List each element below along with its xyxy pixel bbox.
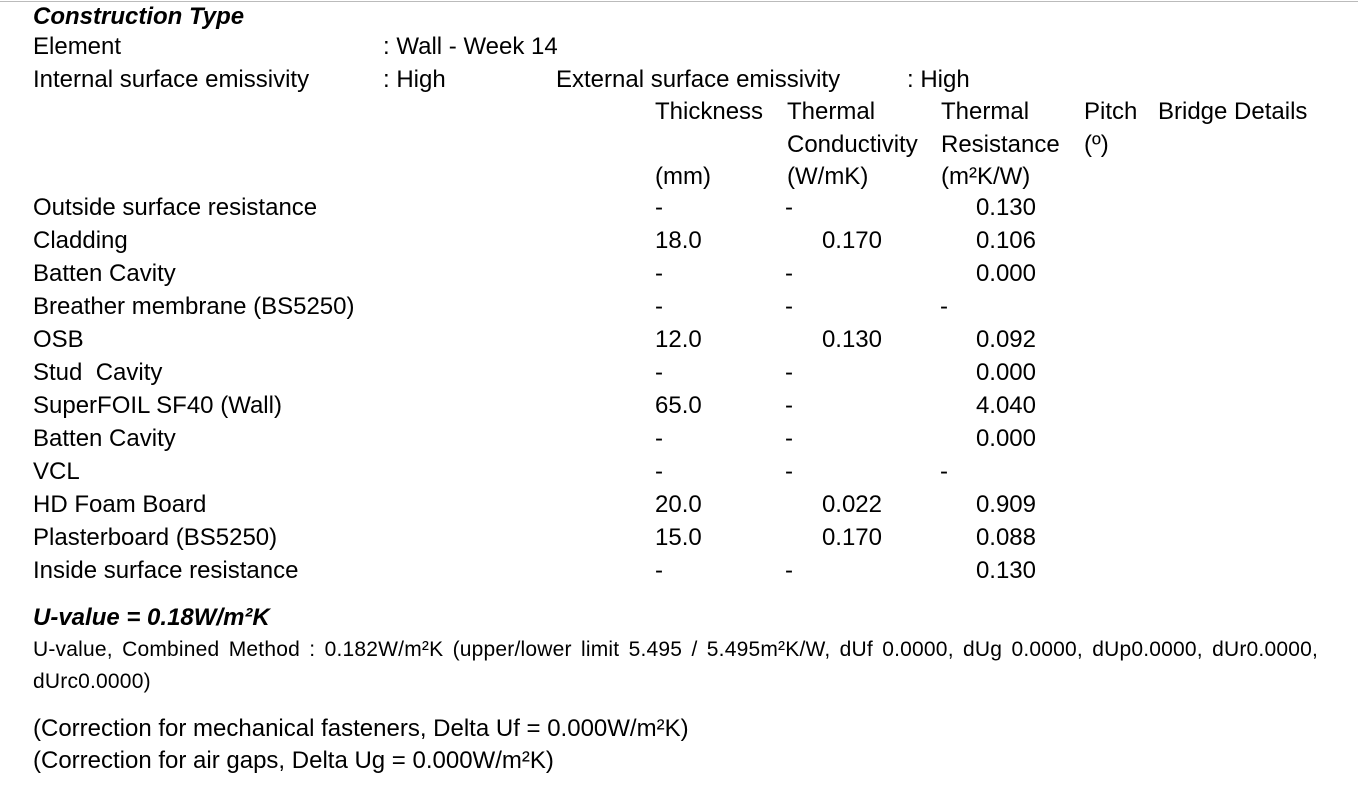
- cell: -: [655, 260, 663, 287]
- cell: 0.088: [975, 524, 1036, 551]
- column-header: Bridge Details: [1158, 98, 1308, 125]
- internal-emissivity-label: Internal surface emissivity: [33, 66, 310, 93]
- column-header: Resistance: [941, 130, 1060, 158]
- cell: -: [785, 293, 793, 320]
- cell: 0.170: [821, 524, 882, 551]
- cell: -: [785, 260, 793, 287]
- cell: -: [940, 293, 948, 320]
- row-label: Plasterboard (BS5250): [33, 524, 278, 551]
- cell: -: [785, 392, 793, 419]
- correction: (Correction for mechanical fasteners, De…: [33, 715, 689, 742]
- cell: 0.909: [975, 491, 1036, 518]
- cell: -: [785, 458, 793, 485]
- cell: 0.022: [821, 491, 882, 518]
- row-label: Batten Cavity: [33, 260, 176, 287]
- column-header: (W/mK): [787, 163, 869, 190]
- cell: 0.000: [975, 260, 1036, 287]
- top-rule: [0, 1, 1358, 2]
- row-label: Outside surface resistance: [33, 194, 318, 221]
- external-emissivity-value: : High: [907, 66, 970, 93]
- cell: 15.0: [655, 524, 702, 551]
- correction: (Correction for air gaps, Delta Ug = 0.0…: [33, 747, 554, 774]
- cell: 0.130: [821, 326, 882, 353]
- cell: -: [785, 557, 793, 584]
- row-label: Stud Cavity: [33, 359, 163, 386]
- row-label: Inside surface resistance: [33, 557, 299, 584]
- element-value: : Wall - Week 14: [383, 33, 558, 60]
- cell: 0.130: [975, 194, 1036, 221]
- internal-emissivity-value: : High: [383, 66, 446, 93]
- cell: -: [785, 194, 793, 221]
- u-value: U-value = 0.18W/m²K: [33, 604, 270, 631]
- column-header: (mm): [655, 163, 711, 190]
- cell: -: [655, 425, 663, 452]
- column-header: Pitch: [1084, 98, 1138, 125]
- cell: 20.0: [655, 491, 702, 518]
- cell: 0.000: [975, 425, 1036, 452]
- title: Construction Type: [33, 3, 245, 30]
- cell: 12.0: [655, 326, 702, 353]
- column-header: Conductivity: [787, 130, 918, 158]
- cell: -: [655, 293, 663, 320]
- column-header: (m²K/W): [941, 163, 1031, 190]
- element-label: Element: [33, 33, 122, 60]
- cell: 0.170: [821, 227, 882, 254]
- cell: 4.040: [975, 392, 1036, 419]
- column-header: Thermal: [787, 98, 876, 125]
- cell: -: [940, 458, 948, 485]
- cell: -: [785, 359, 793, 386]
- cell: -: [655, 359, 663, 386]
- cell: 0.130: [975, 557, 1036, 584]
- row-label: Batten Cavity: [33, 425, 176, 452]
- cell: -: [785, 425, 793, 452]
- combined-method: U-value, Combined Method : 0.182W/m²K (u…: [33, 638, 1318, 693]
- cell: -: [655, 557, 663, 584]
- row-label: Breather membrane (BS5250): [33, 293, 355, 320]
- cell: -: [655, 458, 663, 485]
- column-header: Thermal: [941, 98, 1030, 125]
- column-header: Thickness: [655, 98, 764, 125]
- cell: 0.106: [975, 227, 1036, 254]
- column-header: (º): [1084, 130, 1109, 158]
- cell: 18.0: [655, 227, 702, 254]
- external-emissivity-label: External surface emissivity: [556, 66, 841, 93]
- cell: 65.0: [655, 392, 702, 419]
- cell: 0.092: [975, 326, 1036, 353]
- row-label: OSB: [33, 326, 84, 353]
- row-label: Cladding: [33, 227, 128, 254]
- cell: 0.000: [975, 359, 1036, 386]
- row-label: SuperFOIL SF40 (Wall): [33, 392, 282, 419]
- cell: -: [655, 194, 663, 221]
- row-label: VCL: [33, 458, 80, 485]
- row-label: HD Foam Board: [33, 491, 207, 518]
